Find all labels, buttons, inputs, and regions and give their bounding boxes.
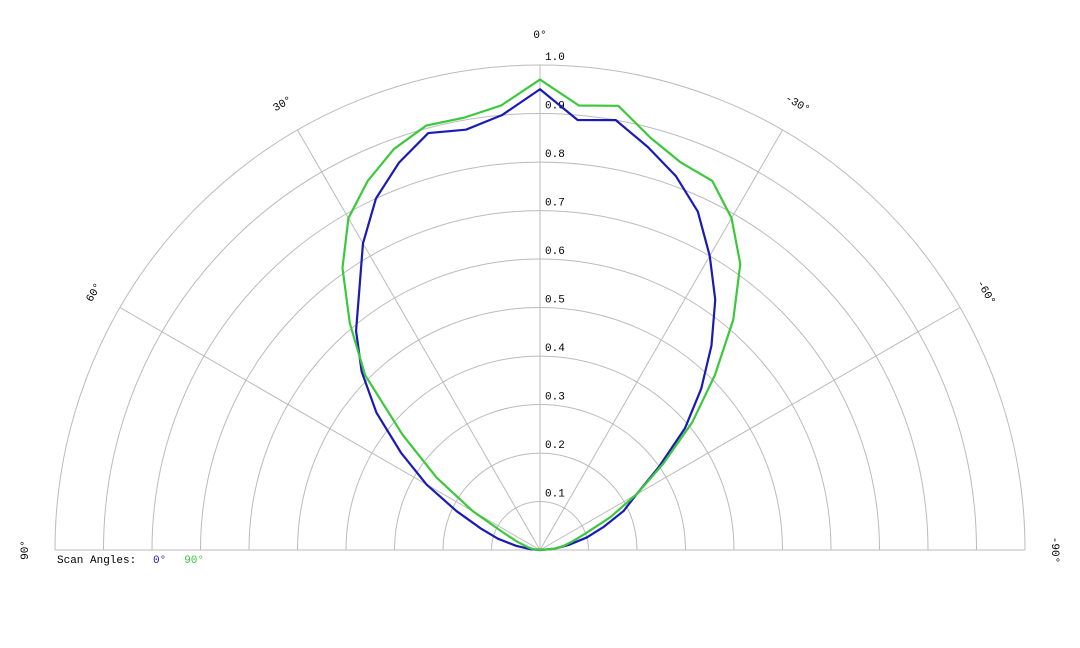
- series-line: [354, 88, 717, 552]
- r-tick-label: 0.4: [545, 343, 565, 355]
- r-tick-label: 0.8: [545, 149, 565, 161]
- angle-tick-label: 90°: [20, 540, 32, 560]
- r-tick-label: 0.6: [545, 246, 565, 258]
- angle-tick-label: 0°: [533, 30, 546, 42]
- r-tick-label: 0.1: [545, 488, 565, 500]
- angle-tick-label: -90°: [1048, 537, 1060, 563]
- series-line: [341, 78, 742, 552]
- grid-spoke: [539, 307, 961, 551]
- angle-tick-label: -60°: [973, 279, 997, 308]
- grid-spoke: [539, 129, 783, 551]
- r-tick-label: 0.3: [545, 391, 565, 403]
- angle-tick-label: 30°: [271, 95, 294, 115]
- r-tick-label: 1.0: [545, 52, 565, 64]
- grid-spoke: [297, 129, 541, 551]
- r-tick-label: 0.2: [545, 440, 565, 452]
- legend-entry: 0°: [153, 555, 166, 567]
- angle-tick-label: 60°: [85, 281, 105, 304]
- legend-entry: 90°: [184, 555, 204, 567]
- legend-title: Scan Angles:: [57, 555, 136, 567]
- r-tick-label: 0.7: [545, 197, 565, 209]
- r-tick-label: 0.9: [545, 100, 565, 112]
- r-tick-label: 0.5: [545, 294, 565, 306]
- angle-tick-label: -30°: [783, 93, 812, 117]
